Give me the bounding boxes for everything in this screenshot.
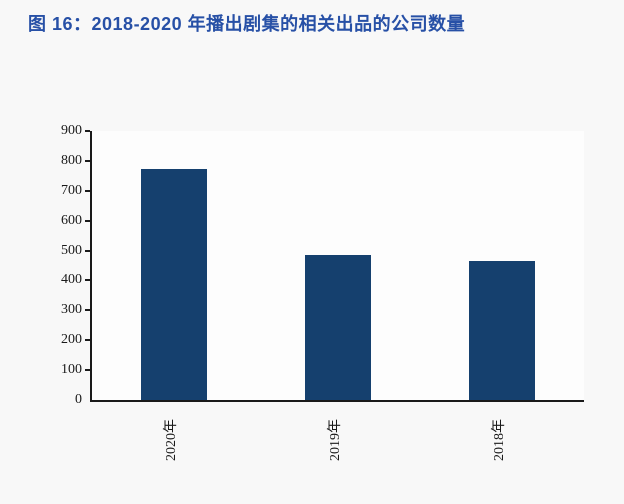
y-tick-mark — [85, 249, 90, 252]
bar-2018 — [469, 261, 535, 400]
y-tick-label: 200 — [61, 332, 82, 348]
y-tick-label: 700 — [61, 182, 82, 198]
y-tick-label: 0 — [75, 392, 82, 407]
y-tick-mark — [85, 279, 90, 282]
y-tick-label: 100 — [61, 362, 82, 378]
y-tick-mark — [85, 219, 90, 222]
figure-title: 图 16：2018-2020 年播出剧集的相关出品的公司数量 — [28, 14, 466, 34]
x-tick-label: 2020年 — [164, 419, 179, 461]
plot-area — [85, 130, 584, 402]
y-tick-label: 300 — [61, 302, 82, 318]
y-tick-mark — [85, 339, 90, 342]
y-tick-mark — [85, 309, 90, 312]
y-tick-label: 400 — [61, 272, 82, 288]
y-tick-mark — [85, 369, 90, 372]
y-tick-mark — [85, 189, 90, 192]
bar-2019 — [305, 255, 371, 400]
y-tick-label: 800 — [61, 152, 82, 168]
x-tick-label: 2018年 — [492, 419, 507, 461]
bar-2020 — [141, 168, 207, 400]
y-tick-label: 500 — [61, 242, 82, 258]
y-tick-mark — [85, 159, 90, 162]
y-tick-mark — [85, 130, 90, 132]
y-tick-label: 600 — [61, 212, 82, 228]
x-tick-label: 2019年 — [328, 419, 343, 461]
y-tick-label: 900 — [61, 123, 82, 138]
